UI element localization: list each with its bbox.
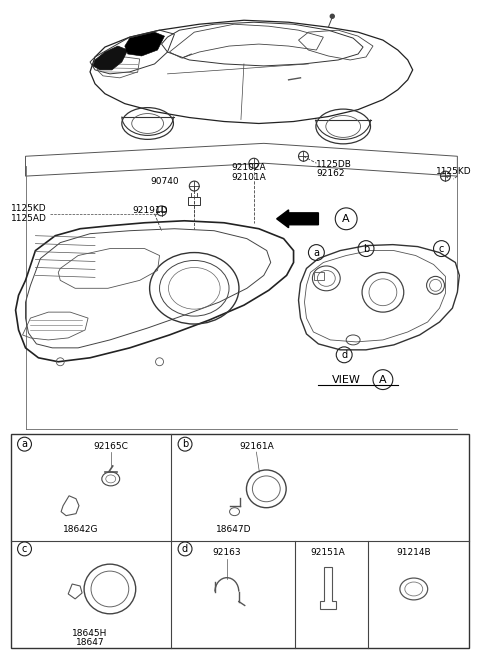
Text: 1125AD: 1125AD [11,214,47,223]
Text: 92102A: 92102A [231,163,265,171]
Text: 1125KD: 1125KD [11,204,46,214]
Text: 92101A: 92101A [231,173,266,181]
Text: 18645H: 18645H [72,629,108,638]
Text: 92161A: 92161A [239,442,274,451]
Bar [11,434,469,648]
Circle shape [330,14,334,18]
Text: 1125KD: 1125KD [435,167,471,175]
Text: d: d [182,544,188,554]
Text: 92191D: 92191D [132,206,168,215]
Text: 1125DB: 1125DB [316,160,352,169]
Text: c: c [22,544,27,554]
Text: 90740: 90740 [151,177,180,185]
Text: c: c [439,244,444,254]
Text: a: a [22,439,27,449]
FancyArrow shape [276,210,318,228]
Text: 92165C: 92165C [93,442,128,451]
Text: d: d [341,350,347,360]
Text: 91214B: 91214B [396,549,431,557]
Polygon shape [125,32,165,56]
Text: a: a [313,248,319,258]
Text: A: A [379,374,387,384]
Text: 18647: 18647 [76,638,104,647]
Bar [188,197,200,205]
Text: 92151A: 92151A [311,549,346,557]
Text: b: b [182,439,188,449]
Text: b: b [363,244,369,254]
Text: 92162: 92162 [316,169,345,177]
Text: 92163: 92163 [213,549,241,557]
Text: A: A [342,214,350,224]
Text: 18642G: 18642G [63,524,99,533]
Polygon shape [93,46,128,70]
Bar [314,273,324,281]
Text: 18647D: 18647D [216,524,252,533]
Text: VIEW: VIEW [332,374,360,384]
